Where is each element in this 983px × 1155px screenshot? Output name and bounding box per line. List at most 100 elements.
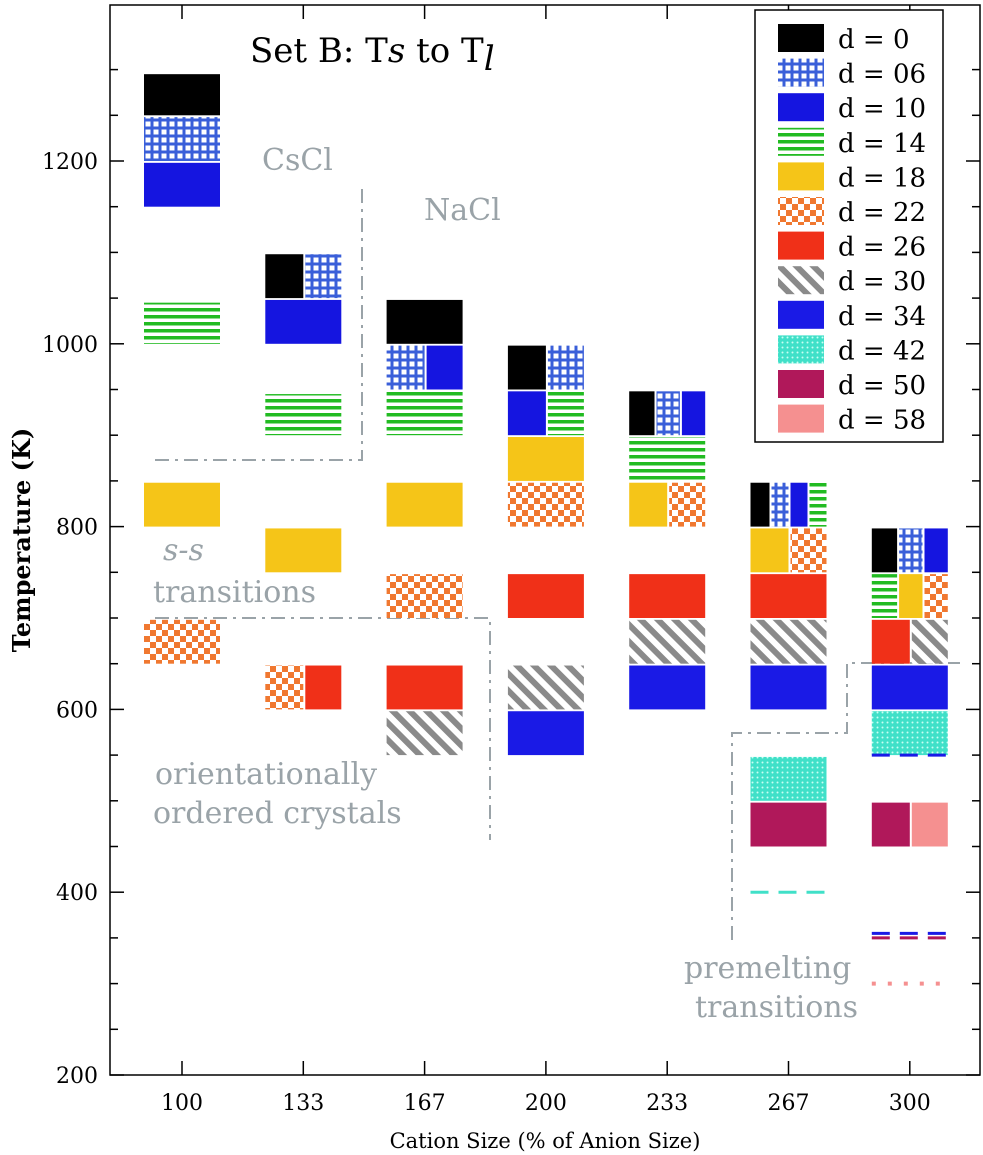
bar-300-d0 [872,528,897,572]
legend-swatch-d58 [778,405,824,433]
x-tick-label: 233 [646,1091,688,1116]
bar-100-d18 [144,483,220,527]
legend-swatch-d42 [778,335,824,363]
bar-267-d26 [751,574,827,618]
title-mid: to T [405,31,484,71]
bar-167-d06 [387,346,425,390]
x-tick-label: 167 [404,1091,446,1116]
legend-label-d06: d = 06 [838,60,926,90]
x-tick-label: 267 [768,1091,810,1116]
bar-267-d22 [791,528,827,572]
bar-133-d06 [305,254,341,298]
legend-label-d34: d = 34 [838,302,926,332]
bar-267-d0 [751,483,770,527]
bar-167-d30 [387,711,463,755]
bar-100-d14 [144,303,220,344]
legend-swatch-d18 [778,162,824,190]
bar-167-d10 [427,346,463,390]
legend-swatch-d06 [778,59,824,87]
legend-swatch-d14 [778,128,824,156]
bar-267-d50 [751,803,827,847]
bar-233-d30 [629,620,705,664]
bar-300-d22 [924,574,947,618]
bar-167-d14 [387,391,463,435]
bar-300-d14 [872,574,897,618]
bar-200-d34 [508,711,584,755]
legend-swatch-d26 [778,232,824,260]
bar-300-d30 [912,620,948,664]
annotation-ss-transitions: transitions [153,575,316,610]
title-main: Set B: T [250,31,388,71]
legend-label-d58: d = 58 [838,406,926,436]
bar-200-d10 [508,391,546,435]
legend-swatch-d50 [778,370,824,398]
bar-200-d22 [508,483,584,527]
bar-100-d10 [144,163,220,207]
bar-200-d30 [508,666,584,710]
title-sub-s: s [388,31,405,71]
annotation-nacl: NaCl [424,193,501,228]
bar-233-d26 [629,574,705,618]
annotation-ordered-1: orientationally [155,757,377,792]
x-tick-label: 200 [525,1091,567,1116]
bar-167-d0 [387,300,463,344]
bar-300-d58 [912,803,948,847]
legend-label-d10: d = 10 [838,94,926,124]
legend-swatch-d10 [778,93,824,121]
bar-233-d14 [629,437,705,481]
bar-233-d34 [629,666,705,710]
x-tick-label: 100 [161,1091,203,1116]
bar-267-d06 [772,483,789,527]
bar-167-d26 [387,666,463,710]
x-tick-labels: 100 133 167 200 233 267 300 [161,1091,931,1116]
bar-300-d50 [872,803,910,847]
legend-label-d30: d = 30 [838,267,926,297]
legend-label-d0: d = 0 [838,25,910,55]
annotation-premelting-1: premelting [684,951,851,986]
legend-label-d42: d = 42 [838,336,926,366]
legend-label-d14: d = 14 [838,129,926,159]
annotation-premelting-2: transitions [695,990,858,1025]
y-tick-label: 1200 [42,150,98,175]
chart: 20040060080010001200 100 133 167 200 233 267 3… [0,0,983,1155]
bar-133-d22 [265,666,303,710]
bar-267-d34 [751,666,827,710]
bar-267-d42 [751,757,827,801]
bar-100-d0 [144,74,220,115]
bar-233-d06 [657,391,680,435]
y-axis-label: Temperature (K) [7,428,36,652]
legend-label-d18: d = 18 [838,163,926,193]
bar-233-d0 [629,391,654,435]
y-tick-label: 800 [56,516,98,541]
bar-300-d06 [899,528,922,572]
bar-300-d10 [924,528,947,572]
y-tick-label: 1000 [42,333,98,358]
legend-label-d50: d = 50 [838,371,926,401]
bar-267-d14 [810,483,827,527]
title-sub-l: l [484,39,495,79]
bar-233-d10 [682,391,705,435]
bar-300-d26 [872,620,910,664]
bar-300-d18 [899,574,922,618]
annotation-ordered-2: ordered crystals [153,796,402,831]
bar-300-d34 [872,666,948,710]
bar-200-d14 [548,391,584,435]
y-tick-label: 600 [56,698,98,723]
bar-167-d22 [387,574,463,618]
x-axis-label: Cation Size (% of Anion Size) [390,1129,701,1153]
y-tick-label: 400 [56,881,98,906]
bar-300-d42 [872,711,948,755]
bar-133-d18 [265,528,341,572]
legend-swatch-d34 [778,301,824,329]
y-tick-labels: 200 400 600 800 1000 1200 [42,150,98,1089]
bar-133-d0 [265,254,303,298]
bar-133-d14 [265,394,341,435]
bar-167-d18 [387,483,463,527]
bar-233-d18 [629,483,667,527]
legend-label-d26: d = 26 [838,233,926,263]
bar-267-d10 [791,483,808,527]
bar-267-d30 [751,620,827,664]
bar-200-d26 [508,574,584,618]
legend-swatch-d30 [778,266,824,294]
chart-title: Set B: Ts to Tl [250,31,495,79]
